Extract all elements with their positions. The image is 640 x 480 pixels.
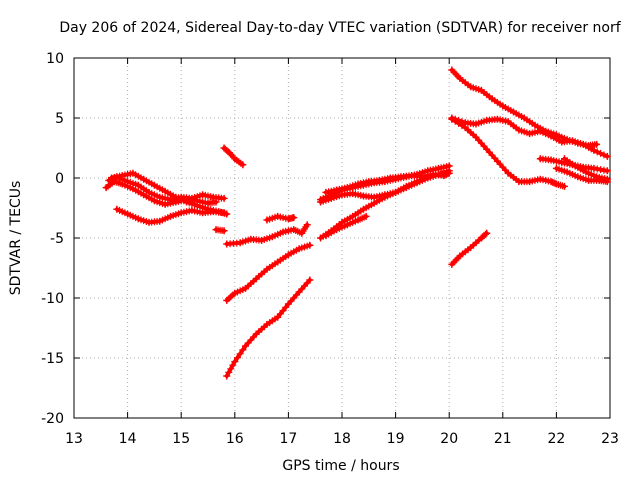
series-arc-8 xyxy=(263,212,298,224)
data-point xyxy=(590,146,598,154)
data-point xyxy=(303,221,311,229)
data-point xyxy=(290,214,298,222)
data-point xyxy=(306,276,314,284)
data-point xyxy=(443,169,451,177)
data-point xyxy=(593,140,601,148)
data-point xyxy=(220,227,228,235)
data-point xyxy=(233,354,241,362)
x-tick-label: 16 xyxy=(226,431,244,447)
series-arc-5 xyxy=(212,226,228,235)
data-point xyxy=(236,350,244,358)
series-arc-17 xyxy=(448,114,611,160)
data-point xyxy=(223,372,231,380)
x-tick-label: 15 xyxy=(172,431,190,447)
x-tick-label: 18 xyxy=(333,431,351,447)
data-point xyxy=(239,161,247,169)
series-arc-14 xyxy=(317,169,451,242)
data-point xyxy=(600,151,608,159)
data-point xyxy=(306,241,314,249)
data-point xyxy=(603,175,611,183)
series-arc-10 xyxy=(223,276,314,380)
series-arc-15 xyxy=(322,212,370,240)
data-points xyxy=(102,66,611,380)
y-tick-label: -10 xyxy=(41,291,64,307)
series-arc-7 xyxy=(223,221,311,248)
series-arc-18 xyxy=(448,115,568,190)
y-tick-label: 10 xyxy=(46,51,64,67)
data-point xyxy=(603,152,611,160)
y-tick-label: 5 xyxy=(55,111,64,127)
data-point xyxy=(229,361,237,369)
data-point xyxy=(229,153,237,161)
axis-ticks: 13 14 15 16 17 18 19 20 21 22 23 -20 -15 -10 -5 0 5 10 xyxy=(41,51,619,447)
grid-lines xyxy=(74,58,610,418)
y-axis-label: SDTVAR / TECUs xyxy=(8,181,24,296)
x-tick-label: 13 xyxy=(65,431,83,447)
series-arc-16 xyxy=(448,66,601,150)
series-arc-21 xyxy=(560,155,611,183)
y-tick-label: -5 xyxy=(50,231,64,247)
data-point xyxy=(593,148,601,156)
x-tick-label: 20 xyxy=(440,431,458,447)
series-arc-9 xyxy=(223,241,314,304)
data-point xyxy=(597,149,605,157)
data-point xyxy=(220,194,228,202)
data-point xyxy=(603,167,611,175)
x-tick-label: 17 xyxy=(279,431,297,447)
y-tick-label: -20 xyxy=(41,411,64,427)
data-point xyxy=(560,182,568,190)
data-point xyxy=(481,230,489,238)
x-tick-label: 23 xyxy=(601,431,619,447)
series-arc-22 xyxy=(448,229,491,268)
y-tick-label: 0 xyxy=(55,171,64,187)
x-tick-label: 21 xyxy=(494,431,512,447)
data-point xyxy=(483,229,491,237)
x-tick-label: 14 xyxy=(119,431,137,447)
data-point xyxy=(220,209,228,217)
data-point xyxy=(362,212,370,220)
data-point xyxy=(225,368,233,376)
x-tick-label: 22 xyxy=(547,431,565,447)
x-tick-label: 19 xyxy=(387,431,405,447)
chart-title: Day 206 of 2024, Sidereal Day-to-day VTE… xyxy=(59,20,621,36)
y-tick-label: -15 xyxy=(41,351,64,367)
series-arc-4 xyxy=(113,205,228,226)
data-point xyxy=(239,346,247,354)
x-axis-label: GPS time / hours xyxy=(282,458,399,474)
series-arc-6 xyxy=(220,144,247,169)
data-point xyxy=(231,358,239,366)
data-point xyxy=(227,365,235,373)
